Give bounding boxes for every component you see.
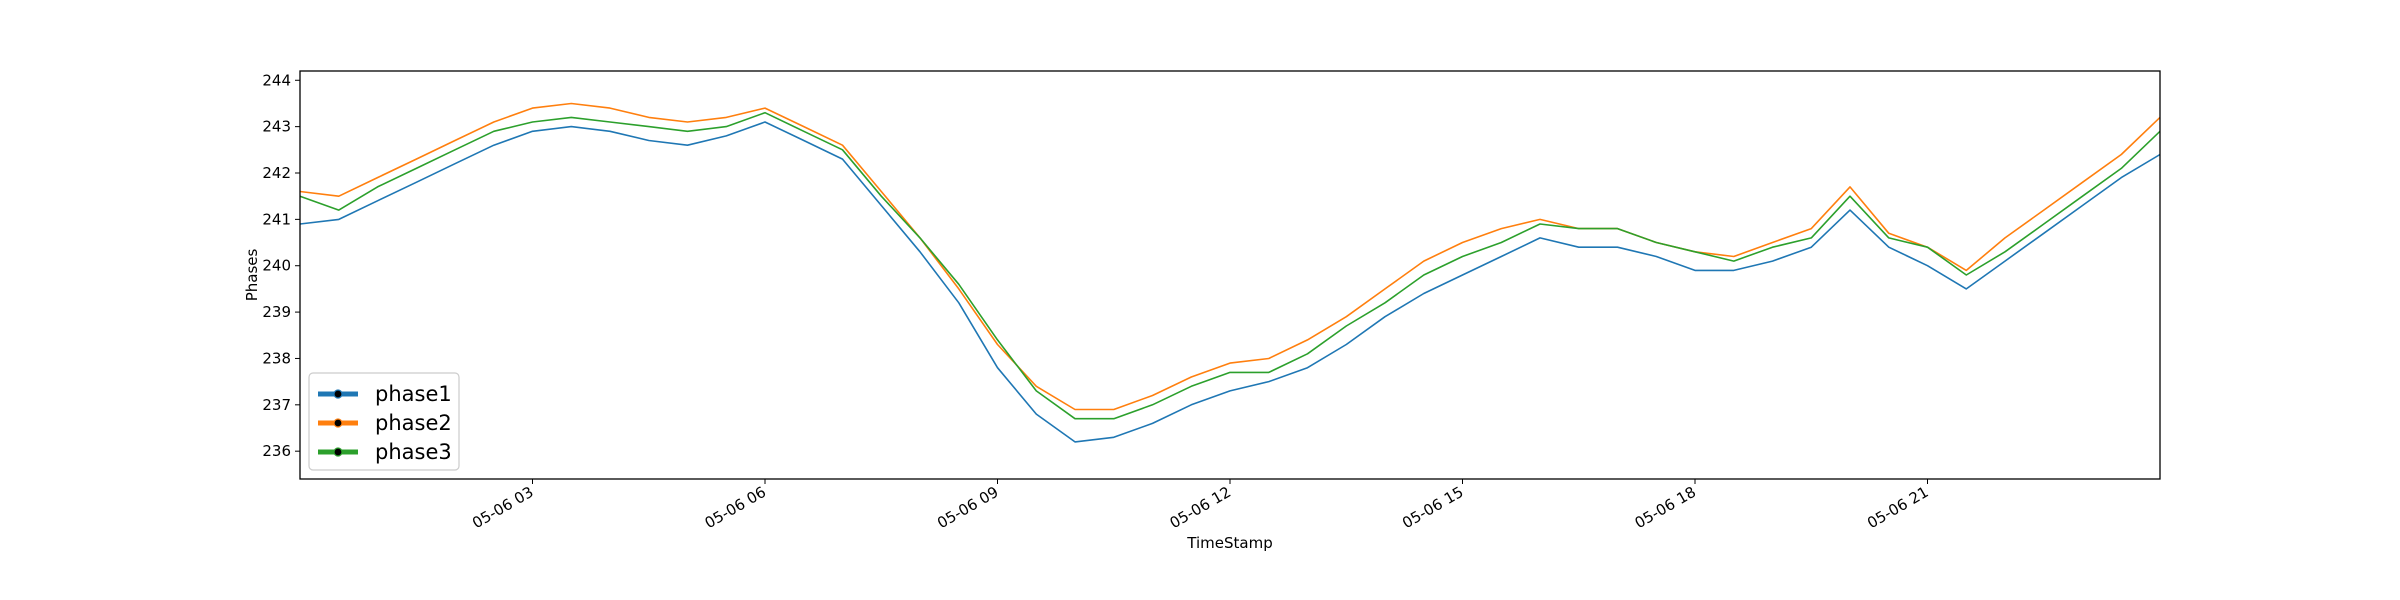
x-tick-label: 05-06 09 [934,483,1001,532]
y-tick-label: 237 [262,396,291,414]
series-line-phase1 [299,121,2161,443]
legend-items: phase1 phase2 phase3 [318,382,452,464]
y-axis: 236 237 238 239 240 241 242 243 244 [262,71,300,460]
plot-frame [299,70,2161,480]
y-tick-label: 236 [262,442,291,460]
series-layer [299,102,2161,443]
x-tick-label: 05-06 12 [1167,483,1234,532]
y-tick-label: 240 [262,257,291,275]
y-tick-label: 242 [262,164,291,182]
y-tick-label: 241 [262,210,291,228]
y-tick-label: 243 [262,118,291,136]
legend-marker-phase1 [333,389,343,399]
x-tick-label: 05-06 06 [702,483,769,532]
legend-label-phase3: phase3 [375,440,452,464]
y-tick-label: 239 [262,303,291,321]
legend: phase1 phase2 phase3 [308,372,460,471]
legend-label-phase1: phase1 [375,382,452,406]
y-axis-label: Phases [243,249,261,302]
y-tick-label: 244 [262,71,291,89]
legend-marker-phase2 [333,418,343,428]
x-axis-label: TimeStamp [1186,534,1272,552]
x-tick-label: 05-06 18 [1632,483,1699,532]
x-tick-label: 05-06 15 [1399,483,1466,532]
y-tick-label: 238 [262,349,291,367]
legend-marker-phase3 [333,447,343,457]
legend-label-phase2: phase2 [375,411,452,435]
x-tick-label: 05-06 03 [469,483,536,532]
x-tick-label: 05-06 21 [1864,483,1931,532]
series-line-phase3 [299,111,2161,420]
series-line-phase2 [299,102,2161,411]
legend-box [308,372,460,471]
x-axis: 05-06 03 05-06 06 05-06 09 05-06 12 05-06 15… [469,479,1932,532]
